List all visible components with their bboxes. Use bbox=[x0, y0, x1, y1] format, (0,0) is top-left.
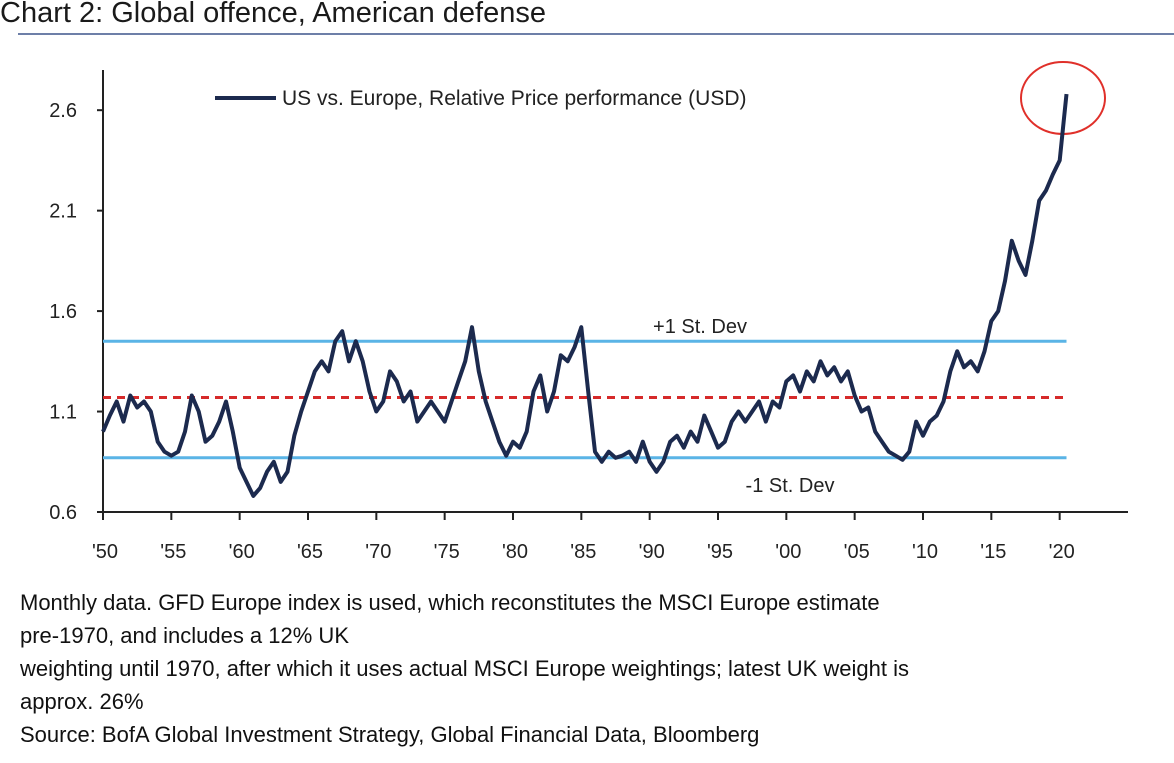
x-tick-label: '00 bbox=[775, 541, 801, 563]
footnote-line: approx. 26% bbox=[20, 689, 144, 714]
chart-title: Chart 2: Global offence, American defens… bbox=[0, 0, 546, 29]
x-tick-label: '65 bbox=[297, 541, 323, 563]
legend-label: US vs. Europe, Relative Price performanc… bbox=[282, 87, 747, 110]
x-tick-label: '55 bbox=[160, 541, 186, 563]
y-tick-label: 0.6 bbox=[49, 502, 77, 524]
x-tick-label: '50 bbox=[92, 541, 118, 563]
x-tick-label: '70 bbox=[365, 541, 391, 563]
footnote-line: pre-1970, and includes a 12% UK bbox=[20, 623, 349, 648]
y-tick-label: 2.6 bbox=[49, 100, 77, 122]
reference-label: -1 St. Dev bbox=[746, 475, 835, 497]
x-tick-label: '05 bbox=[844, 541, 870, 563]
x-tick-label: '85 bbox=[570, 541, 596, 563]
footnote: Monthly data. GFD Europe index is used, … bbox=[19, 590, 909, 747]
x-tick-label: '60 bbox=[229, 541, 255, 563]
x-tick-label: '10 bbox=[912, 541, 938, 563]
x-tick-label: '15 bbox=[980, 541, 1006, 563]
x-tick-label: '20 bbox=[1049, 541, 1075, 563]
series-line bbox=[101, 93, 1069, 498]
x-tick-label: '75 bbox=[434, 541, 460, 563]
footnote-line: Monthly data. GFD Europe index is used, … bbox=[20, 590, 880, 615]
x-tick-label: '90 bbox=[639, 541, 665, 563]
footnote-line: weighting until 1970, after which it use… bbox=[19, 656, 909, 681]
y-tick-label: 1.1 bbox=[49, 402, 77, 424]
x-tick-label: '80 bbox=[502, 541, 528, 563]
x-tick-label: '95 bbox=[707, 541, 733, 563]
reference-label: +1 St. Dev bbox=[653, 316, 747, 338]
y-tick-label: 2.1 bbox=[49, 201, 77, 223]
footnote-line: Source: BofA Global Investment Strategy,… bbox=[20, 722, 759, 747]
y-tick-label: 1.6 bbox=[49, 301, 77, 323]
